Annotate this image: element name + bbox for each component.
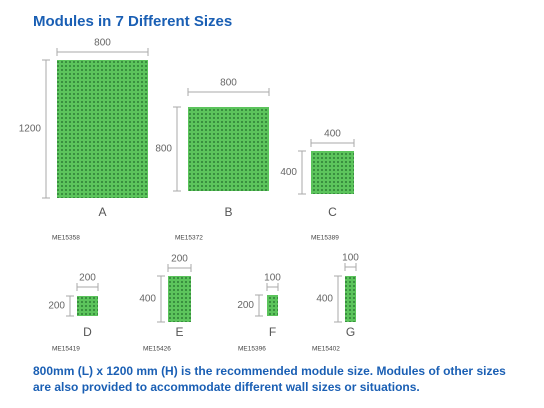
- module-panel: [168, 276, 191, 322]
- module-letter: C: [328, 205, 337, 219]
- height-label: 400: [316, 294, 333, 305]
- module-code: ME15426: [143, 346, 171, 353]
- module-letter: E: [175, 325, 183, 339]
- module-code: ME15402: [312, 346, 340, 353]
- module-letter: B: [224, 205, 232, 219]
- module-panel: [267, 295, 278, 316]
- height-label: 400: [280, 167, 297, 178]
- width-label: 200: [79, 273, 96, 284]
- module-code: ME15358: [52, 235, 80, 242]
- module-code: ME15396: [238, 346, 266, 353]
- module-letter: D: [83, 325, 92, 339]
- height-label: 200: [237, 300, 254, 311]
- width-label: 800: [220, 78, 237, 89]
- height-label: 800: [155, 144, 172, 155]
- module-code: ME15389: [311, 235, 339, 242]
- height-label: 1200: [19, 124, 42, 135]
- width-label: 100: [264, 273, 281, 284]
- module-code: ME15372: [175, 235, 203, 242]
- height-label: 400: [139, 294, 156, 305]
- width-label: 400: [324, 129, 341, 140]
- title: Modules in 7 Different Sizes: [33, 13, 232, 30]
- module-letter: G: [346, 325, 355, 339]
- module-code: ME15419: [52, 346, 80, 353]
- module-letter: A: [98, 205, 106, 219]
- module-panel: [57, 60, 148, 198]
- module-letter: F: [269, 325, 276, 339]
- module-panel: [188, 107, 269, 191]
- width-label: 100: [342, 253, 359, 264]
- footer-line: are also provided to accommodate differe…: [33, 380, 420, 394]
- footer-line: 800mm (L) x 1200 mm (H) is the recommend…: [33, 364, 506, 378]
- module-panel: [311, 151, 354, 194]
- width-label: 800: [94, 38, 111, 49]
- width-label: 200: [171, 254, 188, 265]
- module-panel: [345, 276, 356, 322]
- height-label: 200: [48, 301, 65, 312]
- module-panel: [77, 296, 98, 316]
